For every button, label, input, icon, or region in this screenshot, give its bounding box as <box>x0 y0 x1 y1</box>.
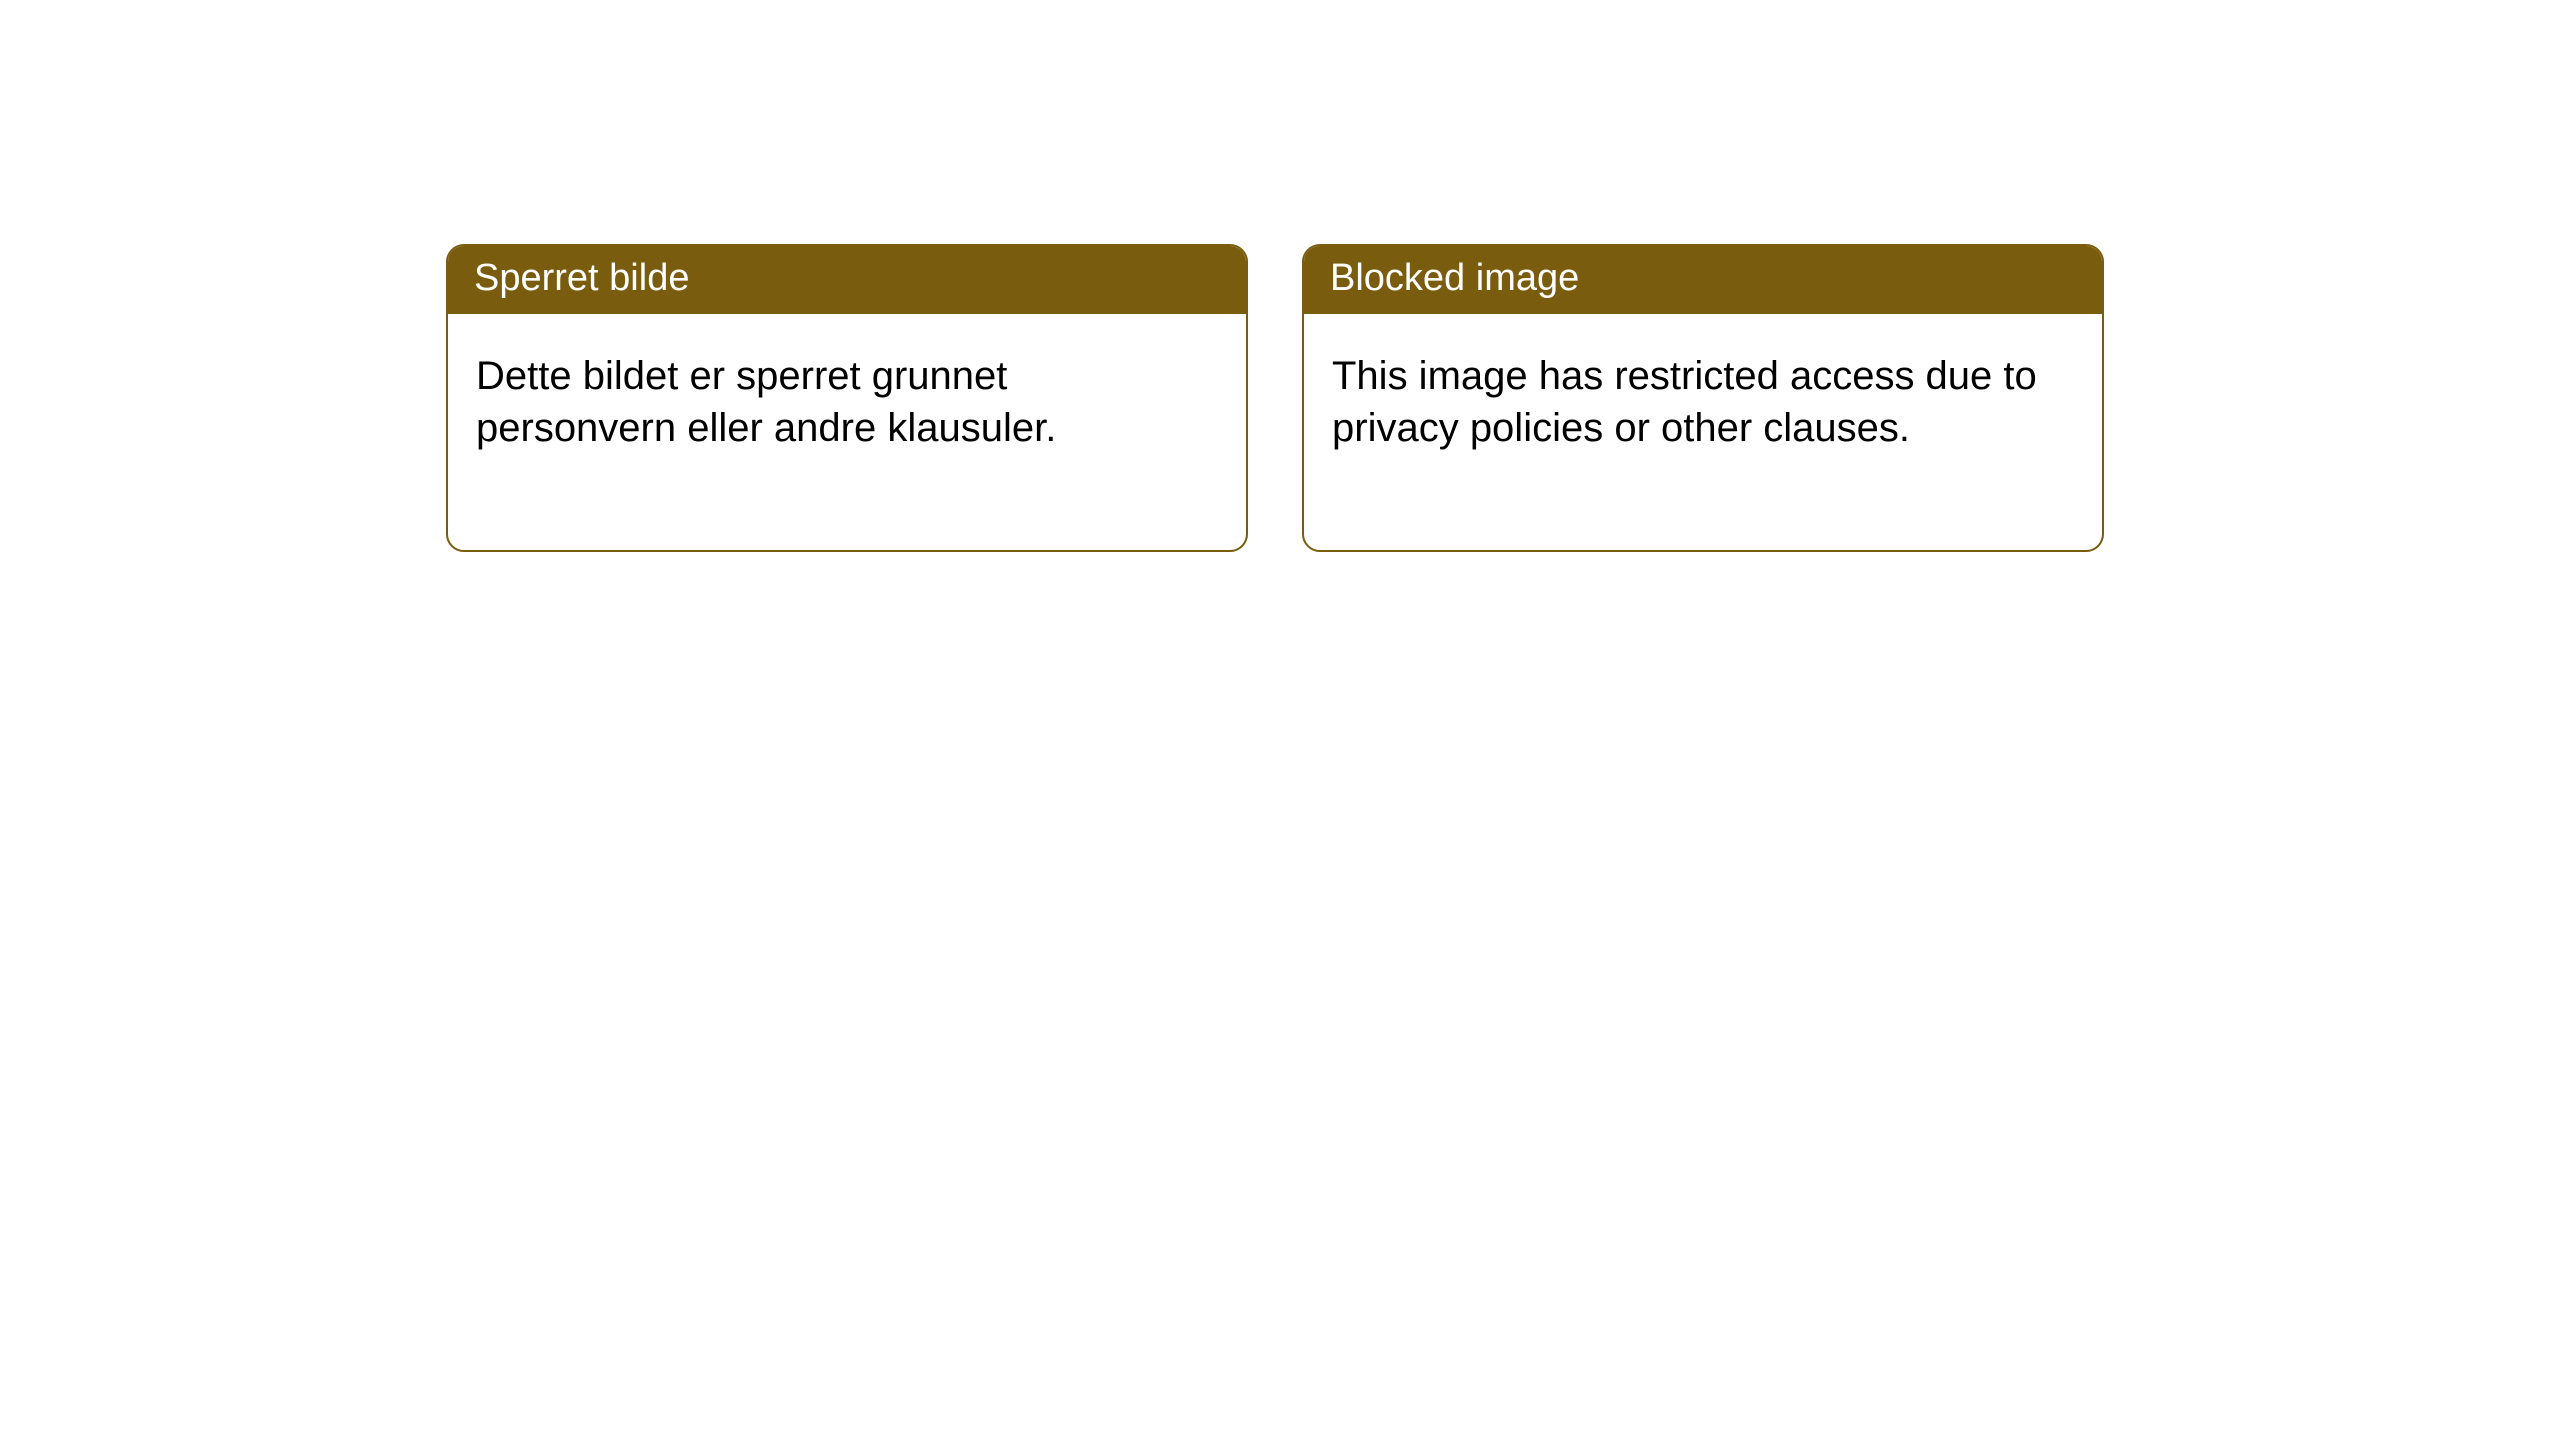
blocked-notice-card-no: Sperret bilde Dette bildet er sperret gr… <box>446 244 1248 552</box>
card-header: Sperret bilde <box>448 246 1246 314</box>
card-body: This image has restricted access due to … <box>1304 314 2102 550</box>
card-header: Blocked image <box>1304 246 2102 314</box>
card-body: Dette bildet er sperret grunnet personve… <box>448 314 1246 550</box>
card-body-text: This image has restricted access due to … <box>1332 354 2037 450</box>
card-title: Blocked image <box>1330 257 1579 299</box>
notice-container: Sperret bilde Dette bildet er sperret gr… <box>0 0 2560 552</box>
blocked-notice-card-en: Blocked image This image has restricted … <box>1302 244 2104 552</box>
card-title: Sperret bilde <box>474 257 689 299</box>
card-body-text: Dette bildet er sperret grunnet personve… <box>476 354 1056 450</box>
